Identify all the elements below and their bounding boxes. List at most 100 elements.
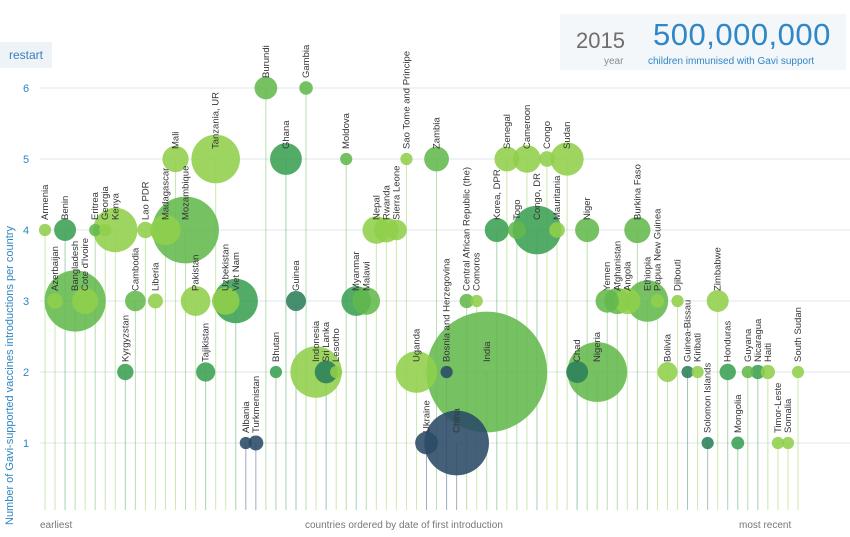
bubble-55 <box>567 342 628 402</box>
country-label-45: Korea, DPR <box>492 169 503 220</box>
bubble-16 <box>196 362 216 382</box>
country-label-3: Bangladesh <box>70 241 81 291</box>
country-label-41: China <box>452 407 463 433</box>
bubble-6 <box>99 223 112 237</box>
bubble-20 <box>239 436 252 450</box>
country-label-71: Nicaragua <box>753 318 764 362</box>
bubble-37 <box>395 351 438 393</box>
bubble-7 <box>93 207 138 253</box>
country-label-46: Senegal <box>502 114 513 149</box>
bubble-10 <box>137 221 154 239</box>
bubble-29 <box>330 365 343 379</box>
x-axis-label-most-recent: most recent <box>739 520 791 531</box>
country-label-66: Solomon Islands <box>703 363 714 433</box>
bubble-51 <box>549 222 565 238</box>
country-label-54: Niger <box>582 197 593 220</box>
country-label-51: Mauritania <box>552 175 563 220</box>
bubble-45 <box>484 217 509 243</box>
country-label-31: Myanmar <box>351 251 362 291</box>
country-label-14: Mozambique <box>181 166 192 220</box>
country-label-16: Tajikistan <box>201 323 212 362</box>
bubble-11 <box>147 293 163 309</box>
bubble-66 <box>701 436 714 450</box>
bubble-44 <box>426 311 548 433</box>
country-label-43: Comoros <box>472 252 483 291</box>
counter-panel <box>560 14 846 70</box>
country-label-69: Mongolia <box>733 394 744 433</box>
bubble-14 <box>152 196 219 264</box>
country-label-19: Viet Nam <box>231 252 242 291</box>
country-label-57: Afghanistan <box>612 241 623 291</box>
country-label-67: Zimbabwe <box>713 247 724 291</box>
bubble-4 <box>72 287 99 315</box>
x-axis-label-earliest: earliest <box>40 520 72 531</box>
country-label-0: Armenia <box>40 184 51 220</box>
y-tick-6: 6 <box>23 83 29 95</box>
country-label-26: Gambia <box>301 44 312 78</box>
children-count-label: children immunised with Gavi support <box>648 56 815 67</box>
bubble-73 <box>771 436 785 450</box>
country-label-72: Haiti <box>763 343 774 362</box>
country-label-33: Nepal <box>371 195 382 220</box>
bubble-52 <box>550 142 584 176</box>
bubble-39 <box>424 146 449 172</box>
country-label-10: Lao PDR <box>140 181 151 220</box>
country-label-32: Malawi <box>361 261 372 291</box>
bubble-24 <box>270 143 302 175</box>
bubble-62 <box>657 362 678 382</box>
bubble-0 <box>38 223 52 237</box>
country-label-7: Kenya <box>110 192 121 220</box>
country-label-20: Albania <box>241 401 252 433</box>
country-label-29: Lesotho <box>331 328 342 362</box>
bubble-63 <box>671 294 684 308</box>
bubble-18 <box>211 287 240 315</box>
bubble-56 <box>595 289 619 313</box>
country-label-75: South Sudan <box>793 307 804 362</box>
y-tick-2: 2 <box>23 367 29 379</box>
bubble-70 <box>741 365 754 379</box>
country-label-59: Burkina Faso <box>632 164 643 220</box>
country-label-68: Honduras <box>723 321 734 362</box>
bubble-48 <box>513 145 541 173</box>
country-label-52: Sudan <box>562 122 573 149</box>
country-label-12: Madagascar <box>160 168 171 220</box>
country-label-24: Ghana <box>281 120 292 149</box>
country-label-47: Togo <box>512 199 523 220</box>
country-bubbles <box>38 76 805 476</box>
country-label-34: Rwanda <box>381 184 392 220</box>
bubble-46 <box>494 146 520 172</box>
children-count: 500,000,000 <box>653 17 831 52</box>
bubble-41 <box>424 410 489 476</box>
bubble-35 <box>386 219 407 241</box>
country-label-63: Djibouti <box>673 259 684 291</box>
bubble-75 <box>791 365 805 379</box>
bubble-42 <box>459 293 474 309</box>
bubble-68 <box>719 363 736 381</box>
country-label-36: Sao Tome and Principe <box>401 51 412 149</box>
country-label-40: Bosnia and Herzegovina <box>442 258 453 362</box>
bubble-59 <box>624 216 651 244</box>
year-label: year <box>604 56 624 67</box>
bubble-71 <box>750 364 765 380</box>
country-label-15: Pakistan <box>191 255 202 291</box>
country-label-22: Burundi <box>261 45 272 78</box>
bubble-43 <box>470 294 483 308</box>
bubble-21 <box>248 435 264 451</box>
bubble-9 <box>125 290 146 312</box>
bubble-54 <box>575 217 600 243</box>
restart-button[interactable]: restart <box>0 42 52 68</box>
bubble-40 <box>440 365 453 379</box>
country-label-70: Guyana <box>743 328 754 362</box>
bubble-38 <box>415 431 438 455</box>
bubble-12 <box>150 214 181 246</box>
bubble-61 <box>650 294 665 308</box>
country-label-9: Cambodia <box>130 247 141 291</box>
country-label-2: Benin <box>60 196 71 220</box>
country-label-23: Bhutan <box>271 332 282 362</box>
bubble-65 <box>691 365 704 379</box>
bubble-49 <box>512 205 562 255</box>
bubble-67 <box>706 290 729 312</box>
country-label-48: Cameroon <box>522 105 533 149</box>
bubble-13 <box>162 145 189 173</box>
